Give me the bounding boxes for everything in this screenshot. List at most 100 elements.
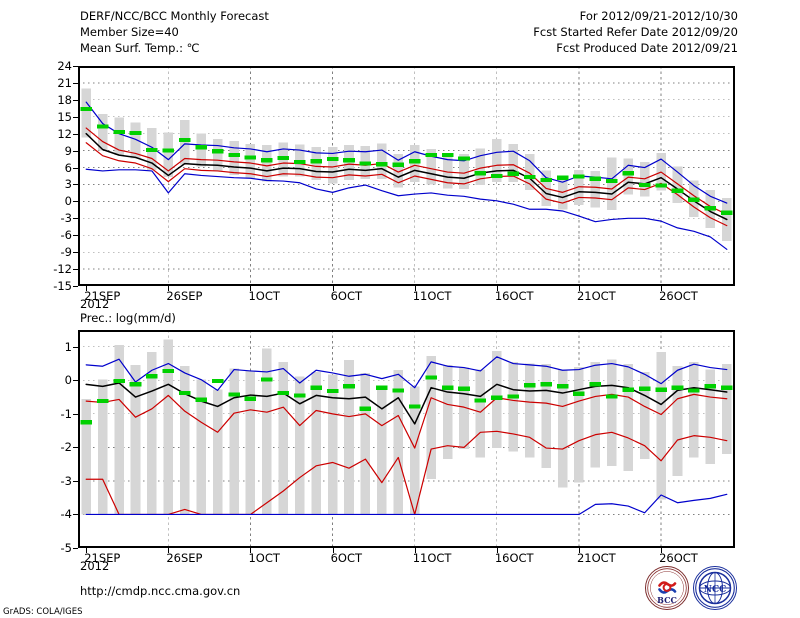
- y-tick-mark: [73, 201, 78, 203]
- x-tick-label: 1OCT: [248, 551, 280, 565]
- y-tick-label: -3: [60, 473, 72, 488]
- y-tick-label: -12: [53, 262, 72, 277]
- temperature-plot-area: [78, 66, 735, 286]
- y-tick-label: -4: [60, 507, 72, 522]
- x-tick-label: 11OCT: [412, 289, 452, 303]
- y-tick-mark: [73, 447, 78, 449]
- forecast-produced-date-label: Fcst Produced Date 2012/09/21: [556, 41, 738, 55]
- x-tick-label: 26OCT: [659, 551, 698, 565]
- y-tick-label: 0: [64, 194, 72, 209]
- member-size-label: Member Size=40: [80, 25, 179, 39]
- x-tick-label: 26OCT: [659, 289, 698, 303]
- top-chart-variable-label: Mean Surf. Temp.: ℃: [80, 41, 200, 55]
- y-tick-mark: [73, 133, 78, 135]
- x-tick-mark: [578, 286, 580, 291]
- x-tick-label: 26SEP: [166, 551, 203, 565]
- forecast-period-label: For 2012/09/21-2012/10/30: [579, 9, 738, 23]
- x-tick-mark: [332, 286, 334, 291]
- x-tick-label: 21OCT: [576, 289, 616, 303]
- x-tick-mark: [332, 548, 334, 553]
- precipitation-variable-label: Prec.: log(mm/d): [80, 311, 176, 325]
- y-tick-label: 21: [57, 75, 72, 90]
- y-tick-label: 15: [57, 109, 72, 124]
- y-tick-mark: [73, 167, 78, 169]
- y-tick-label: -3: [60, 211, 72, 226]
- y-tick-label: 9: [64, 143, 72, 158]
- y-tick-label: -2: [60, 440, 72, 455]
- x-tick-label: 21SEP: [84, 289, 121, 303]
- x-tick-label: 6OCT: [330, 551, 363, 565]
- x-tick-label: 1OCT: [248, 289, 280, 303]
- bcc-logo-text: BCC: [657, 595, 677, 605]
- y-tick-label: 0: [64, 373, 72, 388]
- x-tick-mark: [661, 286, 663, 291]
- forecast-started-date-label: Fcst Started Refer Date 2012/09/20: [533, 25, 738, 39]
- y-tick-label: 12: [57, 126, 72, 141]
- ncc-logo-mark: NCC: [695, 568, 735, 608]
- y-tick-mark: [73, 66, 78, 67]
- y-tick-label: -6: [60, 228, 72, 243]
- logo-group: BCC NCC: [645, 566, 745, 610]
- x-tick-mark: [414, 286, 416, 291]
- y-tick-mark: [73, 514, 78, 516]
- x-tick-mark: [250, 286, 252, 291]
- y-tick-label: -15: [53, 279, 72, 293]
- page-title: DERF/NCC/BCC Monthly Forecast: [80, 9, 269, 23]
- y-tick-mark: [73, 252, 78, 254]
- x-tick-label: 16OCT: [494, 289, 534, 303]
- x-tick-mark: [496, 286, 498, 291]
- x-tick-label: 11OCT: [412, 551, 452, 565]
- temperature-chart-panel: 24 21 18 15 12 9 6 3 0 -3 -6 -9 -12 -15 21SEP 26SEP 1OC…: [53, 59, 735, 303]
- x-tick-label: 21OCT: [576, 551, 616, 565]
- x-tick-label: 16OCT: [494, 551, 534, 565]
- precipitation-x-axis-year: 2012: [80, 559, 110, 573]
- x-tick-mark: [661, 548, 663, 553]
- x-tick-mark: [168, 548, 170, 553]
- x-tick-mark: [578, 548, 580, 553]
- y-tick-mark: [73, 286, 78, 287]
- grads-credit: GrADS: COLA/IGES: [3, 607, 83, 617]
- ncc-logo-icon: NCC: [693, 566, 737, 610]
- svg-text:NCC: NCC: [704, 585, 727, 595]
- website-url[interactable]: http://cmdp.ncc.cma.gov.cn: [80, 584, 241, 598]
- y-tick-mark: [73, 218, 78, 220]
- x-tick-mark: [496, 548, 498, 553]
- temperature-plot-svg: [78, 66, 735, 286]
- x-tick-label: 6OCT: [330, 289, 363, 303]
- y-tick-label: -1: [60, 406, 72, 421]
- y-tick-label: 24: [57, 59, 72, 73]
- y-tick-mark: [73, 480, 78, 482]
- temperature-x-axis-year: 2012: [80, 297, 110, 311]
- y-tick-mark: [73, 413, 78, 415]
- bcc-logo-icon: BCC: [645, 566, 689, 610]
- y-tick-label: 1: [64, 339, 72, 354]
- x-tick-mark: [168, 286, 170, 291]
- x-tick-mark: [86, 286, 88, 291]
- y-tick-label: -9: [60, 245, 72, 260]
- y-tick-mark: [73, 380, 78, 382]
- y-tick-mark: [73, 548, 78, 549]
- bcc-logo-mark: [647, 568, 687, 608]
- precipitation-plot-svg: [78, 330, 735, 548]
- precipitation-chart-panel: 1 0 -1 -2 -3 -4 -5 21SEP 26SEP 1OCT 6OCT 11OCT 16OC…: [61, 330, 735, 565]
- y-tick-label: -5: [60, 541, 72, 555]
- y-tick-mark: [73, 82, 78, 84]
- x-tick-label: 21SEP: [84, 551, 121, 565]
- x-tick-label: 26SEP: [166, 289, 203, 303]
- y-tick-mark: [73, 235, 78, 237]
- y-tick-mark: [73, 184, 78, 186]
- y-tick-mark: [73, 269, 78, 271]
- temperature-plot-frame: [78, 66, 735, 286]
- y-tick-mark: [73, 99, 78, 101]
- y-tick-label: 18: [57, 92, 72, 107]
- y-tick-mark: [73, 150, 78, 152]
- y-tick-mark: [73, 116, 78, 118]
- y-tick-label: 6: [64, 160, 72, 175]
- x-tick-mark: [414, 548, 416, 553]
- x-tick-mark: [250, 548, 252, 553]
- x-tick-mark: [86, 548, 88, 553]
- y-tick-label: 3: [64, 177, 72, 192]
- precipitation-plot-frame: [78, 330, 735, 548]
- precipitation-plot-area: [78, 330, 735, 548]
